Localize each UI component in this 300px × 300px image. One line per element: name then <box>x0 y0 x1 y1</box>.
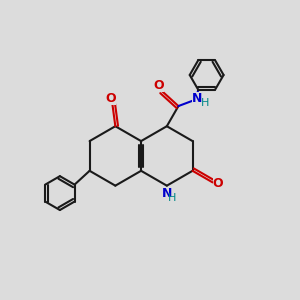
Text: H: H <box>167 193 176 203</box>
Text: O: O <box>106 92 116 105</box>
Text: O: O <box>154 79 164 92</box>
Text: O: O <box>213 177 223 190</box>
Text: N: N <box>192 92 203 105</box>
Text: N: N <box>162 187 172 200</box>
Text: H: H <box>200 98 209 108</box>
